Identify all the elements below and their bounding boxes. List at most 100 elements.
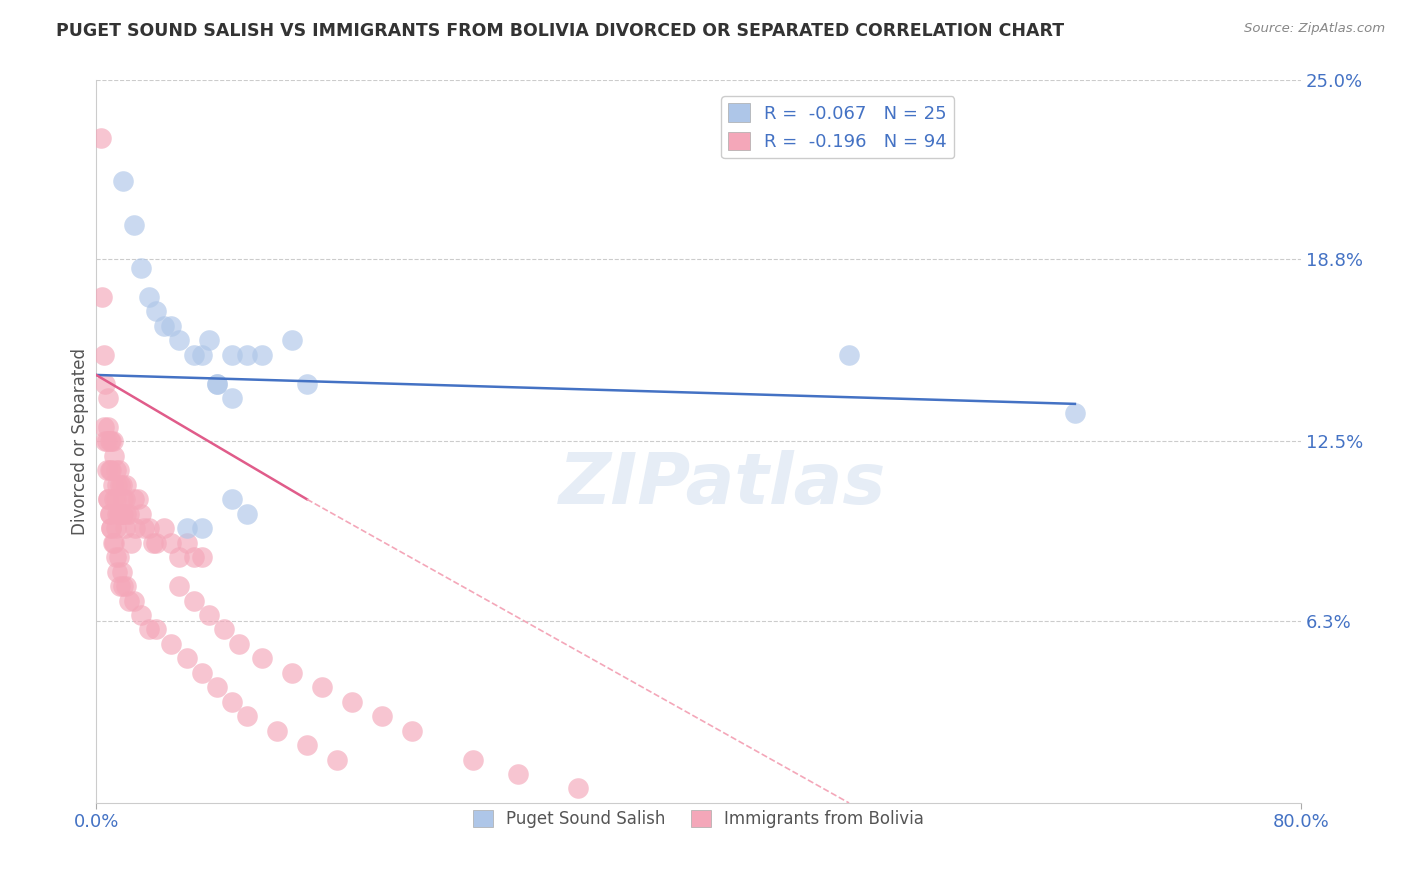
Point [103,492,125,507]
Point [183,348,205,362]
Point [110,579,132,593]
Point [111,478,134,492]
Point [107,550,129,565]
Point [142,535,165,549]
Point [138,290,160,304]
Point [97,420,120,434]
Point [340,695,363,709]
Point [93,420,115,434]
Point [122,218,145,232]
Point [104,521,127,535]
Point [98,507,121,521]
Point [567,781,589,796]
Point [115,507,138,521]
Point [266,723,288,738]
Point [228,637,250,651]
Point [111,565,134,579]
Point [101,535,124,549]
Point [176,521,198,535]
Point [371,709,394,723]
Point [124,521,146,535]
Point [212,623,235,637]
Point [281,665,304,680]
Point [97,391,120,405]
Point [205,680,228,694]
Point [105,507,128,521]
Point [401,723,423,738]
Point [183,593,205,607]
Point [98,507,121,521]
Point [250,651,273,665]
Point [145,535,167,549]
Point [112,492,135,507]
Point [122,492,145,507]
Point [134,521,156,535]
Point [97,492,120,507]
Point [96,434,118,449]
Point [167,333,190,347]
Point [236,348,259,362]
Point [198,333,221,347]
Point [145,623,167,637]
Point [103,535,125,549]
Point [120,535,142,549]
Point [190,665,212,680]
Point [107,463,129,477]
Point [176,651,198,665]
Text: ZIPatlas: ZIPatlas [558,450,886,519]
Point [236,507,259,521]
Point [98,434,121,449]
Point [110,478,132,492]
Point [100,463,122,477]
Point [183,550,205,565]
Point [100,434,122,449]
Point [205,376,228,391]
Point [167,579,190,593]
Point [311,680,333,694]
Point [221,391,243,405]
Point [105,478,128,492]
Point [221,492,243,507]
Point [127,492,149,507]
Point [326,753,349,767]
Point [295,376,318,391]
Point [94,434,117,449]
Point [221,348,243,362]
Point [94,376,117,391]
Point [97,492,120,507]
Point [112,507,135,521]
Point [153,521,176,535]
Point [190,348,212,362]
Point [107,507,129,521]
Point [131,507,153,521]
Point [145,304,167,318]
Point [104,550,127,565]
Point [104,492,127,507]
Point [190,550,212,565]
Point [114,521,136,535]
Point [118,593,141,607]
Point [111,507,134,521]
Point [112,174,135,188]
Point [115,478,138,492]
Point [138,623,160,637]
Point [118,507,141,521]
Point [100,521,122,535]
Point [281,333,304,347]
Point [198,607,221,622]
Point [160,637,183,651]
Point [838,348,860,362]
Point [160,535,183,549]
Text: Source: ZipAtlas.com: Source: ZipAtlas.com [1244,22,1385,36]
Point [105,565,128,579]
Point [112,579,135,593]
Y-axis label: Divorced or Separated: Divorced or Separated [72,348,89,535]
Point [98,463,121,477]
Point [110,507,132,521]
Point [91,290,114,304]
Point [190,521,212,535]
Point [100,521,122,535]
Point [138,521,160,535]
Text: PUGET SOUND SALISH VS IMMIGRANTS FROM BOLIVIA DIVORCED OR SEPARATED CORRELATION : PUGET SOUND SALISH VS IMMIGRANTS FROM BO… [56,22,1064,40]
Point [93,348,115,362]
